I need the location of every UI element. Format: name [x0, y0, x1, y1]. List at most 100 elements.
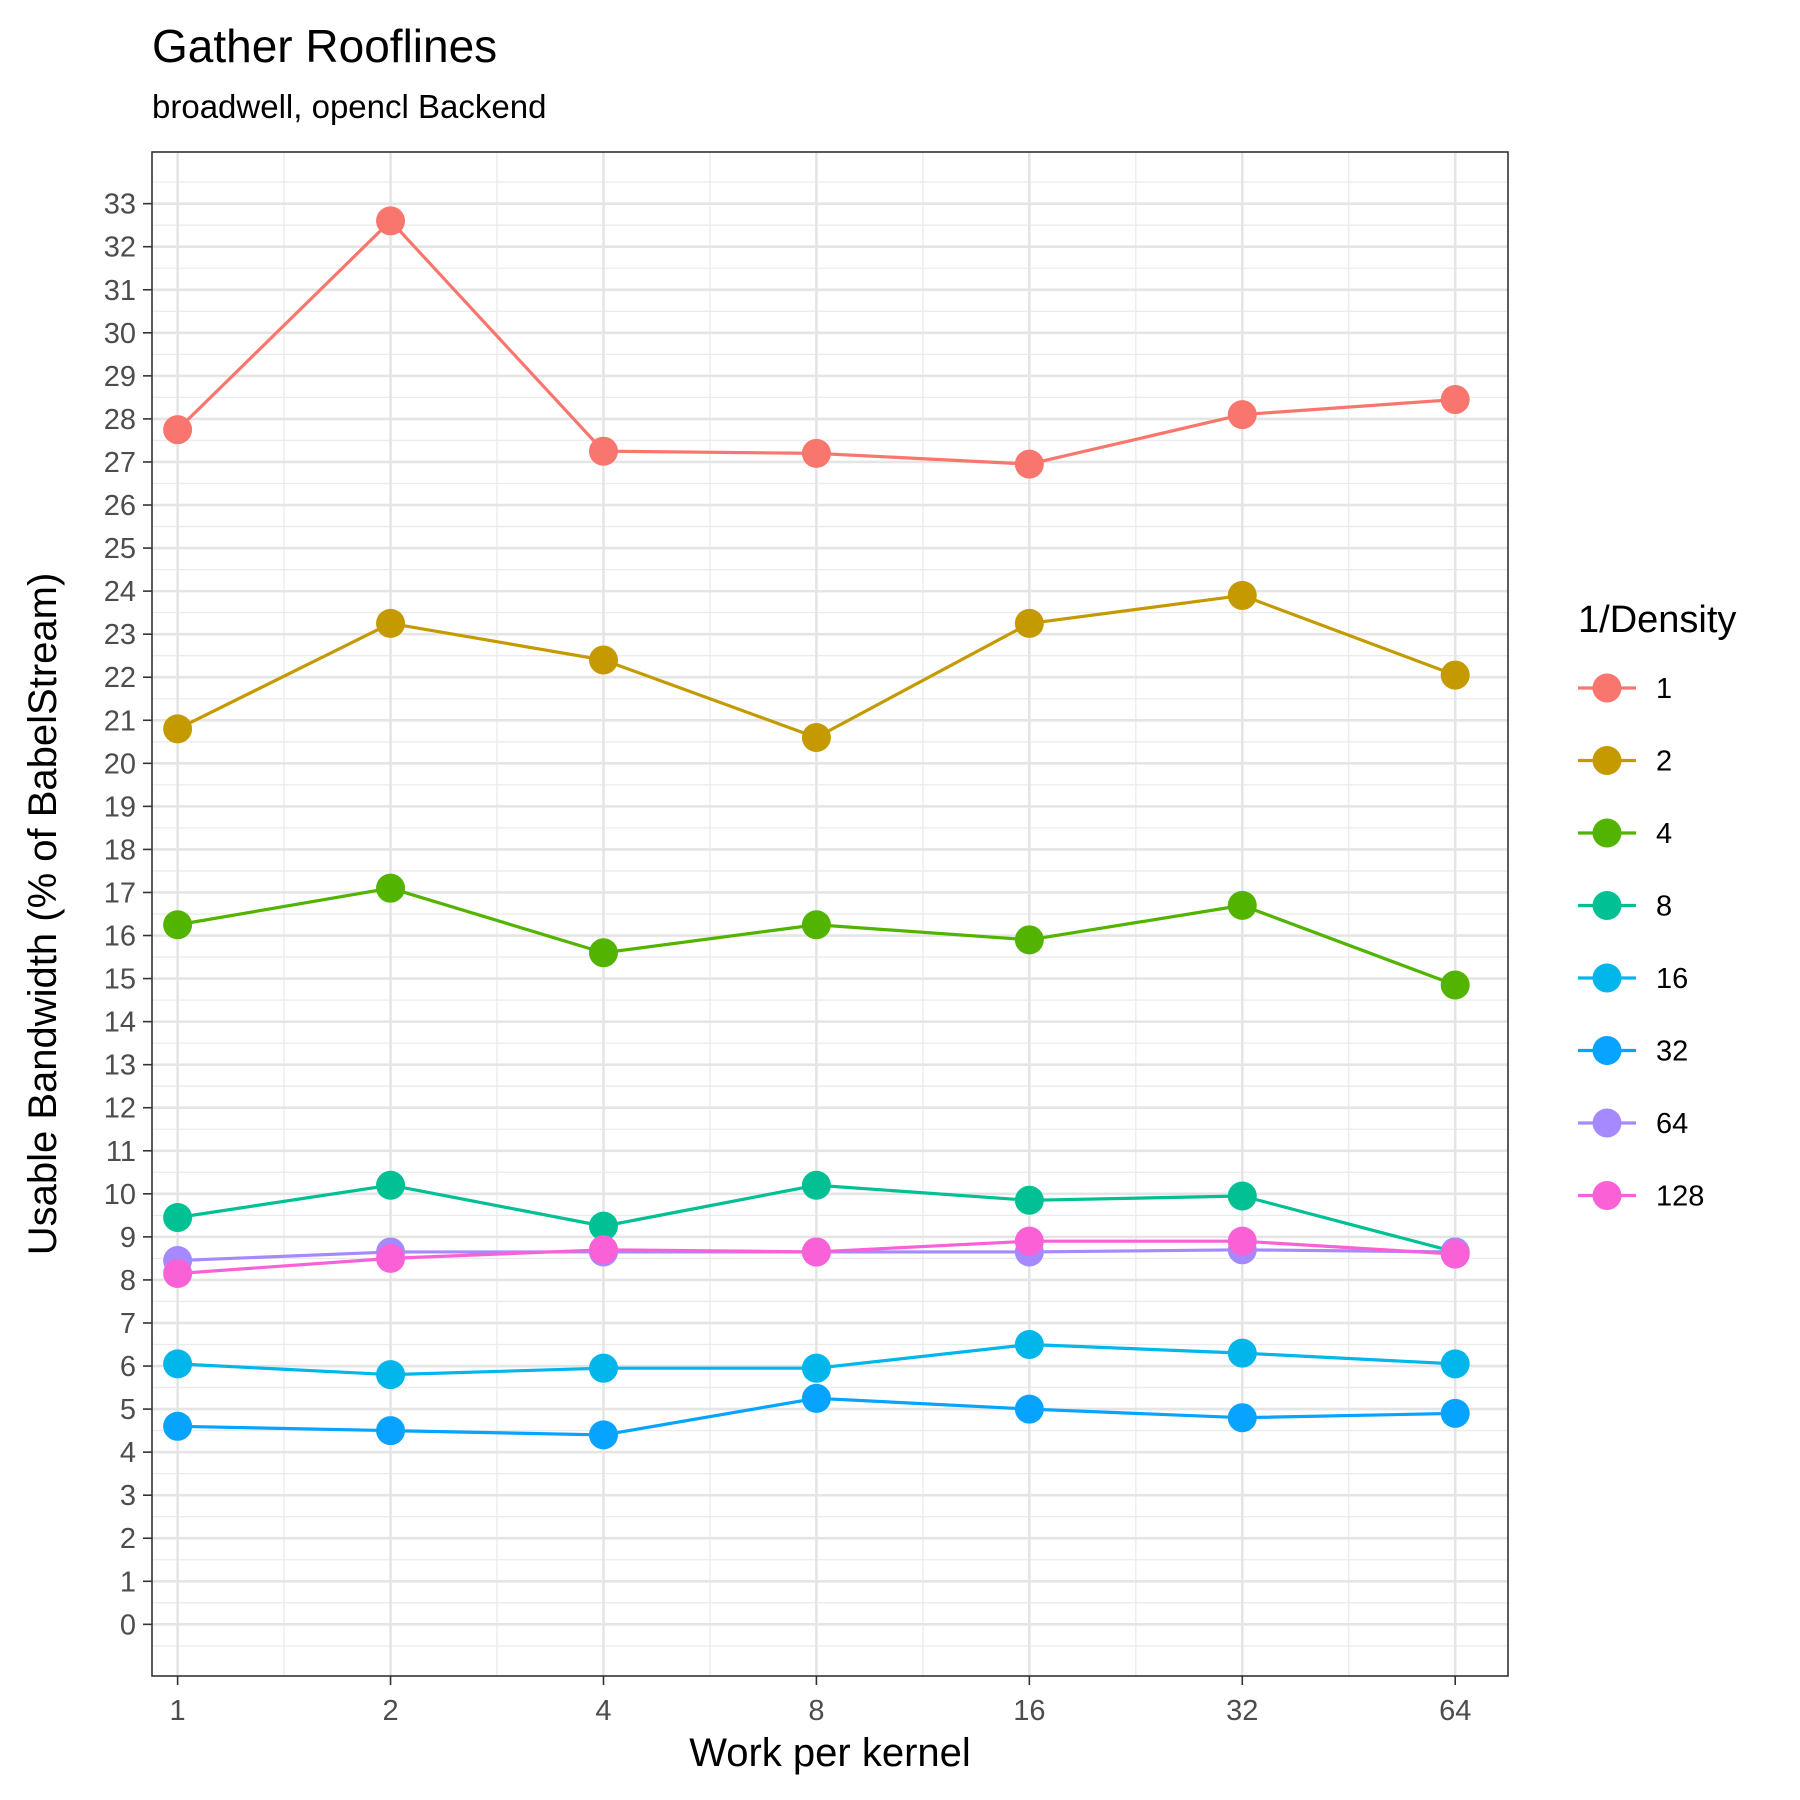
- data-point-2: [1440, 660, 1470, 690]
- data-point-4: [1014, 925, 1044, 955]
- y-tick-label: 32: [104, 232, 136, 264]
- data-point-128: [376, 1243, 406, 1273]
- data-point-2: [588, 645, 618, 675]
- chart-title: Gather Rooflines: [152, 20, 497, 72]
- data-point-16: [376, 1360, 406, 1390]
- data-point-16: [163, 1349, 193, 1379]
- legend-item-4: 4: [1578, 818, 1672, 850]
- y-tick-label: 24: [104, 576, 136, 608]
- data-point-32: [163, 1411, 193, 1441]
- legend-label: 16: [1656, 963, 1688, 995]
- chart-subtitle: broadwell, opencl Backend: [152, 88, 546, 125]
- legend-title: 1/Density: [1578, 599, 1736, 641]
- data-point-2: [1227, 580, 1257, 610]
- x-tick-label: 2: [382, 1695, 398, 1727]
- legend-key-point: [1592, 1181, 1622, 1210]
- legend-item-64: 64: [1578, 1108, 1688, 1140]
- data-point-32: [1014, 1394, 1044, 1424]
- data-point-128: [1440, 1239, 1470, 1269]
- data-point-4: [801, 910, 831, 940]
- data-point-8: [1014, 1185, 1044, 1215]
- data-point-4: [163, 910, 193, 940]
- y-tick-label: 23: [104, 619, 136, 651]
- x-tick-label: 16: [1013, 1695, 1045, 1727]
- data-point-1: [376, 206, 406, 236]
- y-tick-label: 17: [104, 877, 136, 909]
- y-tick-label: 22: [104, 662, 136, 694]
- x-tick-label: 1: [170, 1695, 186, 1727]
- legend-label: 32: [1656, 1036, 1688, 1068]
- plot-border: [151, 151, 1509, 1677]
- legend-key-point: [1592, 1036, 1622, 1065]
- y-tick-label: 31: [104, 275, 136, 307]
- data-point-16: [1227, 1338, 1257, 1368]
- y-tick-label: 8: [120, 1265, 136, 1297]
- legend-item-2: 2: [1578, 746, 1672, 778]
- y-axis-title: Usable Bandwidth (% of BabelStream): [21, 573, 65, 1256]
- y-tick-label: 27: [104, 447, 136, 479]
- data-point-16: [1014, 1330, 1044, 1360]
- y-tick-label: 20: [104, 748, 136, 780]
- data-point-1: [801, 438, 831, 468]
- legend-item-32: 32: [1578, 1036, 1688, 1068]
- data-point-2: [801, 722, 831, 752]
- legend-key-point: [1592, 891, 1622, 920]
- y-tick-label: 16: [104, 921, 136, 953]
- x-tick-label: 64: [1439, 1695, 1471, 1727]
- legend-key-point: [1592, 818, 1622, 848]
- data-point-32: [801, 1383, 831, 1413]
- y-tick-label: 2: [120, 1523, 136, 1555]
- data-point-128: [163, 1258, 193, 1288]
- data-point-8: [588, 1211, 618, 1241]
- data-point-8: [163, 1203, 193, 1233]
- y-tick-label: 26: [104, 490, 136, 522]
- y-tick-label: 15: [104, 964, 136, 996]
- data-point-128: [588, 1235, 618, 1265]
- data-point-4: [588, 938, 618, 968]
- y-tick-label: 19: [104, 791, 136, 823]
- data-point-8: [1227, 1181, 1257, 1211]
- y-tick-label: 3: [120, 1480, 136, 1512]
- x-axis-title: Work per kernel: [689, 1731, 971, 1775]
- major-gridlines: [152, 152, 1508, 1676]
- y-tick-label: 10: [104, 1179, 136, 1211]
- data-point-8: [801, 1170, 831, 1200]
- x-axis: 1 2 4 8 16 32 64: [170, 1676, 1471, 1727]
- data-point-2: [163, 714, 193, 744]
- y-tick-label: 1: [120, 1566, 136, 1598]
- data-point-1: [1227, 400, 1257, 430]
- legend-label: 8: [1656, 891, 1672, 923]
- legend-label: 2: [1656, 746, 1672, 778]
- data-point-128: [801, 1237, 831, 1267]
- data-point-4: [1440, 970, 1470, 1000]
- data-point-32: [588, 1420, 618, 1450]
- data-point-16: [801, 1353, 831, 1383]
- data-point-128: [1227, 1226, 1257, 1256]
- y-tick-label: 18: [104, 834, 136, 866]
- y-tick-label: 6: [120, 1351, 136, 1383]
- x-tick-label: 8: [808, 1695, 824, 1727]
- data-point-128: [1014, 1226, 1044, 1256]
- legend-label: 128: [1656, 1181, 1704, 1213]
- data-point-16: [588, 1353, 618, 1383]
- legend-label: 1: [1656, 673, 1672, 705]
- legend-item-16: 16: [1578, 963, 1688, 995]
- y-tick-label: 0: [120, 1609, 136, 1641]
- data-point-4: [1227, 890, 1257, 920]
- data-point-8: [376, 1170, 406, 1200]
- legend-item-1: 1: [1578, 673, 1672, 705]
- legend-label: 4: [1656, 818, 1672, 850]
- data-point-1: [1440, 385, 1470, 415]
- legend-label: 64: [1656, 1108, 1688, 1140]
- y-tick-label: 12: [104, 1093, 136, 1125]
- legend-key-point: [1592, 1108, 1622, 1138]
- y-tick-label: 11: [106, 1136, 136, 1168]
- x-tick-label: 4: [595, 1695, 611, 1727]
- data-point-2: [376, 608, 406, 638]
- legend-item-128: 128: [1578, 1181, 1704, 1213]
- legend: 1/Density 1 2 4 8 16 32 64 128: [1578, 599, 1736, 1213]
- y-tick-label: 25: [104, 533, 136, 565]
- legend-key-point: [1592, 673, 1622, 703]
- y-tick-label: 33: [104, 189, 136, 221]
- data-point-32: [1227, 1403, 1257, 1433]
